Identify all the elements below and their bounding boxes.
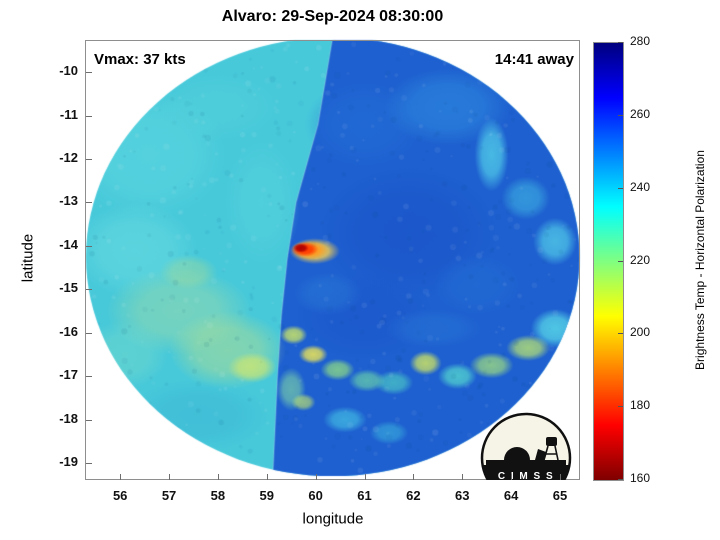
- x-tick-label: 59: [259, 488, 274, 503]
- x-axis-label: longitude: [302, 510, 364, 528]
- colorbar-tick-label: 280: [630, 34, 651, 48]
- x-tick-label: 62: [406, 488, 421, 503]
- y-tick-mark: [86, 419, 92, 421]
- logo-ground: [486, 460, 566, 465]
- y-tick-label: -18: [59, 410, 78, 426]
- overpass-time-annotation: 14:41 away: [494, 51, 574, 68]
- water-tower-icon: [546, 437, 557, 446]
- x-tick-label: 58: [210, 488, 226, 503]
- y-tick-mark: [86, 245, 92, 247]
- colorbar-tick-label: 240: [630, 179, 651, 194]
- x-tick-mark: [266, 474, 268, 480]
- colorbar-tick-label: 160: [630, 471, 651, 485]
- colorbar-tick-mark: [618, 333, 623, 335]
- y-tick-mark: [86, 463, 92, 465]
- x-tick-mark: [120, 474, 122, 480]
- y-tick-mark: [86, 202, 92, 204]
- y-tick-mark: [86, 376, 92, 378]
- x-tick-mark: [364, 474, 366, 480]
- colorbar-tick-mark: [618, 42, 623, 43]
- logo-band: [482, 465, 570, 480]
- x-tick-mark: [217, 474, 219, 480]
- y-tick-mark: [86, 115, 92, 117]
- colorbar-tick-mark: [618, 406, 623, 408]
- x-tick-label: 60: [308, 488, 323, 503]
- x-tick-mark: [511, 474, 513, 480]
- colorbar-tick-mark: [618, 187, 623, 189]
- colorbar-label: Brightness Temp - Horizontal Polarizatio…: [693, 150, 707, 370]
- x-tick-label: 63: [455, 488, 470, 503]
- y-tick-label: -11: [59, 106, 78, 122]
- logo-silhouette: C I M S S: [482, 437, 570, 480]
- colorbar-tick-mark: [618, 114, 623, 116]
- y-tick-label: -14: [59, 236, 78, 252]
- observatory-dome-icon: [504, 447, 530, 460]
- colorbar-tick-mark: [618, 479, 623, 480]
- y-tick-mark: [86, 159, 92, 160]
- x-tick-mark: [315, 474, 317, 480]
- x-tick-label: 64: [503, 488, 519, 503]
- x-tick-label: 56: [112, 488, 128, 503]
- y-tick-label: -16: [59, 323, 78, 339]
- y-tick-label: -12: [59, 150, 78, 165]
- cimss-logo-graphic: C I M S S: [480, 412, 572, 480]
- y-tick-label: -10: [59, 63, 78, 79]
- vmax-annotation: Vmax: 37 kts: [94, 51, 186, 68]
- y-tick-mark: [86, 72, 92, 74]
- radar-dish-icon: [535, 449, 546, 460]
- colorbar-tick-label: 180: [630, 398, 651, 413]
- plot-title: Alvaro: 29-Sep-2024 08:30:00: [221, 8, 444, 25]
- y-tick-label: -15: [59, 280, 78, 296]
- y-tick-mark: [86, 289, 92, 291]
- colorbar: [593, 42, 624, 481]
- colorbar-tick-label: 200: [630, 325, 651, 340]
- x-tick-mark: [559, 474, 561, 480]
- x-tick-mark: [169, 474, 171, 480]
- x-tick-label: 61: [357, 488, 372, 503]
- logo-text: C I M S S: [498, 471, 554, 480]
- colorbar-tick-label: 220: [630, 252, 651, 267]
- x-tick-label: 65: [552, 488, 568, 503]
- colorbar-tick-label: 260: [630, 106, 651, 121]
- y-tick-label: -19: [59, 454, 78, 470]
- y-tick-label: -17: [59, 367, 78, 383]
- y-tick-label: -13: [59, 193, 78, 209]
- x-tick-label: 57: [161, 488, 177, 503]
- x-tick-mark: [413, 474, 415, 480]
- water-tower-legs: [543, 445, 559, 461]
- x-tick-mark: [462, 474, 464, 480]
- colorbar-tick-mark: [618, 260, 623, 262]
- y-tick-mark: [86, 332, 92, 334]
- cimss-logo: C I M S S: [480, 412, 572, 480]
